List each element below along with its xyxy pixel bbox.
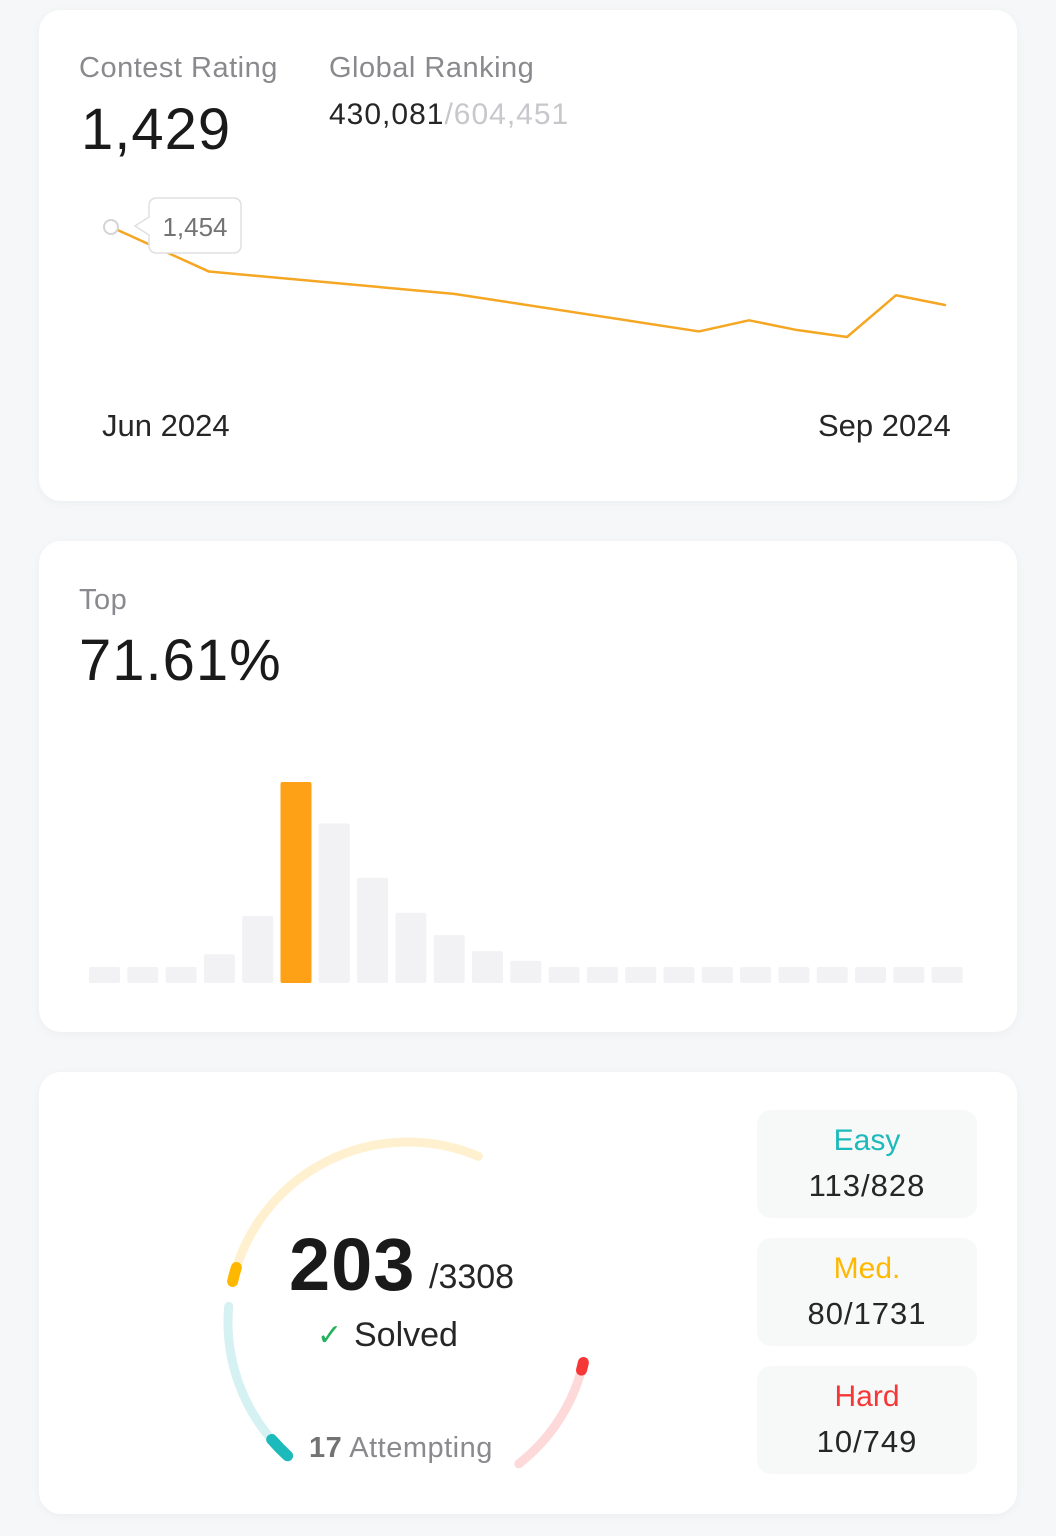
distribution-bar[interactable] xyxy=(625,967,657,983)
medium-difficulty-box[interactable]: Med. 80/1731 xyxy=(757,1238,977,1346)
distribution-bar[interactable] xyxy=(472,951,503,983)
x-axis-start-label: Jun 2024 xyxy=(102,408,230,443)
contest-rating-card: Contest Rating 1,429 Global Ranking 430,… xyxy=(39,10,1017,501)
distribution-bar[interactable] xyxy=(395,912,427,983)
rating-distribution-chart[interactable] xyxy=(39,541,1017,1032)
contest-rating-label: Contest Rating xyxy=(79,52,278,84)
global-ranking-value: 430,081/604,451 xyxy=(329,98,569,132)
distribution-bar[interactable] xyxy=(510,960,542,983)
distribution-bar[interactable] xyxy=(740,967,772,983)
rating-line-chart[interactable]: 1,454 xyxy=(39,10,1017,501)
distribution-bar[interactable] xyxy=(586,967,618,983)
distribution-bar[interactable] xyxy=(816,967,848,983)
distribution-bar[interactable] xyxy=(855,967,886,983)
distribution-bar[interactable] xyxy=(663,967,695,983)
distribution-bar[interactable] xyxy=(165,967,197,983)
distribution-bar[interactable] xyxy=(931,967,963,983)
global-ranking-position: 430,081 xyxy=(329,98,445,131)
hard-ring-progress xyxy=(576,1357,589,1376)
distribution-bar[interactable] xyxy=(548,967,580,983)
total-problems: /3308 xyxy=(429,1258,515,1296)
global-ranking-label: Global Ranking xyxy=(329,52,535,84)
distribution-bar[interactable] xyxy=(89,967,120,983)
solved-problems-card: 203 /3308 ✓ Solved 17 Attempting Easy 11… xyxy=(39,1072,1017,1514)
rating-series-line xyxy=(109,225,947,339)
med-ring-progress xyxy=(227,1262,242,1287)
distribution-bar[interactable] xyxy=(318,823,350,984)
hard-ring-track xyxy=(514,1358,588,1469)
rating-tooltip-value: 1,454 xyxy=(162,212,227,242)
easy-label: Easy xyxy=(833,1124,901,1157)
distribution-bar[interactable] xyxy=(127,967,159,983)
distribution-bar[interactable] xyxy=(778,967,810,983)
med-ring-track xyxy=(228,1137,483,1286)
hard-difficulty-box[interactable]: Hard 10/749 xyxy=(757,1366,977,1474)
contest-rating-value: 1,429 xyxy=(81,97,232,162)
solved-progress-ring[interactable] xyxy=(39,1072,1017,1514)
x-axis-end-label: Sep 2024 xyxy=(818,408,951,443)
solved-label: Solved xyxy=(354,1316,458,1354)
easy-ring-progress xyxy=(266,1434,294,1462)
medium-label: Med. xyxy=(833,1252,901,1285)
easy-difficulty-box[interactable]: Easy 113/828 xyxy=(757,1110,977,1218)
distribution-bar[interactable] xyxy=(893,967,925,983)
attempting-label: Attempting xyxy=(349,1432,493,1464)
attempting-count: 17 xyxy=(309,1432,343,1464)
rating-tooltip xyxy=(133,197,242,254)
hard-count: 10/749 xyxy=(816,1424,918,1459)
rating-point[interactable] xyxy=(103,219,119,235)
distribution-bar[interactable] xyxy=(701,967,733,983)
distribution-bar[interactable] xyxy=(203,954,235,983)
global-ranking-total: /604,451 xyxy=(444,98,570,131)
attempting-info: 17 Attempting xyxy=(309,1432,493,1465)
check-icon: ✓ xyxy=(317,1319,343,1352)
top-percentage-card: Top 71.61% xyxy=(39,541,1017,1032)
distribution-bar[interactable] xyxy=(433,935,465,983)
distribution-bar-current[interactable] xyxy=(280,782,312,983)
hard-label: Hard xyxy=(834,1380,900,1413)
top-label: Top xyxy=(79,584,128,616)
medium-count: 80/1731 xyxy=(807,1296,927,1331)
distribution-bar[interactable] xyxy=(357,877,389,983)
easy-ring-track xyxy=(223,1301,293,1461)
distribution-bar[interactable] xyxy=(242,916,274,983)
top-percentage-value: 71.61% xyxy=(79,628,282,693)
easy-count: 113/828 xyxy=(808,1168,926,1203)
solved-count: 203 xyxy=(289,1223,416,1306)
